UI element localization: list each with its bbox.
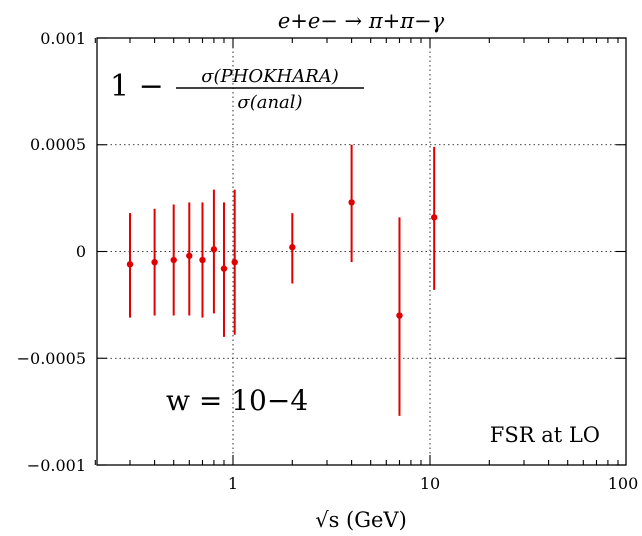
data-point: [231, 258, 238, 266]
data-point: [289, 244, 296, 251]
data-series: [126, 144, 438, 416]
formula-annotation: 1 − σ(PHOKHARA) σ(anal): [110, 66, 364, 113]
data-point: [220, 265, 228, 272]
data-point: [170, 256, 177, 264]
formula-denominator: σ(anal): [237, 92, 302, 113]
y-tick-label-0.001: 0.001: [40, 29, 86, 48]
y-tick-label-neg0.0005: −0.0005: [17, 349, 86, 368]
data-point: [396, 312, 403, 319]
plot-area: [97, 38, 626, 465]
x-tick-label-1: 1: [228, 474, 238, 493]
chart-title: e+e− → π+π−γ: [278, 9, 445, 33]
data-point: [199, 256, 206, 264]
x-tick-label-100: 100: [608, 474, 639, 493]
x-tick-label-10: 10: [420, 474, 440, 493]
y-tick-labels: 0.001 0.0005 0 −0.0005 −0.001: [17, 29, 86, 475]
data-point: [126, 261, 134, 268]
data-point: [348, 199, 355, 206]
axis-ticks: [94, 37, 626, 466]
grid: [97, 38, 626, 465]
x-axis-label: √s (GeV): [315, 508, 407, 532]
x-tick-labels: 1 10 100: [228, 474, 638, 493]
w-annotation: w = 10−4: [166, 384, 308, 417]
formula-lead: 1 −: [110, 69, 164, 104]
data-point: [151, 258, 158, 266]
y-tick-label-neg0.001: −0.001: [27, 456, 86, 475]
y-tick-label-0.0005: 0.0005: [30, 135, 86, 154]
formula-numerator: σ(PHOKHARA): [201, 66, 339, 87]
data-point: [210, 246, 218, 253]
data-point: [186, 252, 193, 259]
fsr-annotation: FSR at LO: [490, 423, 600, 447]
data-point: [430, 214, 438, 221]
y-tick-label-0: 0: [76, 242, 86, 261]
